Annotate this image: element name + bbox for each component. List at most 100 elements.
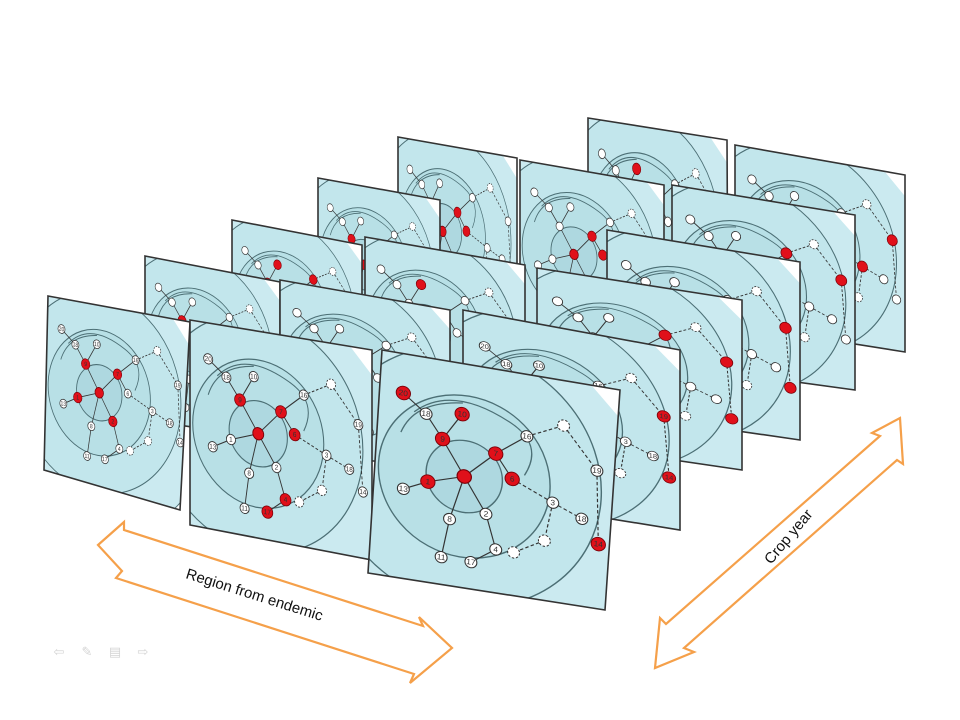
node-label: 20 [59,326,65,334]
infected-node [857,260,868,273]
node-label: 20 [480,342,488,351]
infected-node [434,431,451,447]
infected-node [488,446,504,461]
node-label: 20 [398,388,408,398]
node-label: 18 [577,514,587,524]
node-label: 16 [300,392,307,401]
infected-node [81,358,91,370]
infected-node [784,381,797,394]
infected-node [662,471,677,484]
node-label: 18 [346,466,353,475]
node-label: 11 [437,552,447,562]
node-label: 18 [167,420,173,428]
infected-node [73,391,83,404]
infected-node [234,393,246,407]
node-label: 2 [275,464,279,472]
infected-node [587,230,597,242]
infected-node [658,329,672,341]
node-label: 14 [593,539,603,549]
infected-node [780,247,793,260]
forward-arrow-icon[interactable]: ⇨ [137,645,149,660]
node-label: 9 [440,435,446,444]
node-label: 20 [205,355,212,364]
node-label: 18 [502,360,510,369]
node-label: 14 [359,489,366,498]
node-label: 16 [133,357,139,365]
node-label: 7 [116,372,119,379]
infected-node [112,368,123,380]
node-label: 3 [550,498,556,507]
infected-node [453,206,462,218]
infected-node [288,427,301,442]
hub-node [252,427,265,441]
node-label: 1 [229,436,233,444]
node-label: 18 [649,452,657,461]
node-label: 18 [73,342,79,350]
node-label: 9 [84,361,87,368]
node-label: 6 [510,474,516,483]
infected-node [632,162,642,176]
node-label: 10 [94,341,100,349]
node-label: 17 [264,509,271,518]
node-label: 13 [398,484,408,494]
node-label: 2 [111,419,114,426]
node-label: 3 [151,409,154,416]
infected-node [504,471,520,487]
infected-node [108,415,118,428]
infected-node [462,225,471,237]
infected-node [725,413,739,425]
infected-node [779,321,792,334]
hub-node [456,469,472,484]
node-label: 8 [90,424,93,431]
back-arrow-icon[interactable]: ⇦ [53,645,65,660]
node-label: 17 [466,557,476,567]
node-label: 4 [493,545,499,554]
infected-node [279,493,292,507]
node-label: 3 [624,438,628,446]
hub-node [569,248,579,260]
node-label: 19 [175,382,181,390]
infected-node [420,474,436,489]
infected-node [720,356,734,368]
infected-node [275,405,287,419]
node-label: 11 [241,505,248,513]
infected-node [656,410,671,423]
infected-node [454,406,470,422]
node-label: 2 [483,509,489,518]
infected-node [273,259,282,270]
node-label: 7 [493,449,499,458]
node-label: 3 [325,452,329,460]
network-panels: 2018109716611382417113181914201810971661… [43,117,906,611]
node-label: 9 [238,397,242,405]
node-label: 7 [279,409,283,417]
menu-icon[interactable]: ▤ [108,645,122,660]
node-label: 18 [223,374,230,383]
infected-node [395,385,411,401]
infected-node [309,274,318,285]
node-label: 11 [84,453,89,460]
node-label: 10 [535,362,543,371]
node-label: 10 [250,373,257,382]
infected-node [261,505,274,519]
node-label: 4 [118,446,121,453]
node-label: 18 [421,409,431,419]
node-label: 6 [126,391,129,398]
infected-node [590,536,606,552]
node-label: 14 [177,440,183,448]
node-label: 4 [284,497,288,505]
node-label: 1 [425,477,431,486]
node-label: 1 [76,395,79,402]
pen-icon[interactable]: ✎ [81,645,93,660]
node-label: 8 [447,515,453,524]
node-label: 19 [592,466,602,476]
node-label: 19 [355,421,362,430]
node-label: 14 [665,473,673,482]
hub-node [94,387,104,399]
infected-node [835,274,848,287]
node-label: 10 [457,409,467,419]
node-label: 13 [209,443,216,452]
